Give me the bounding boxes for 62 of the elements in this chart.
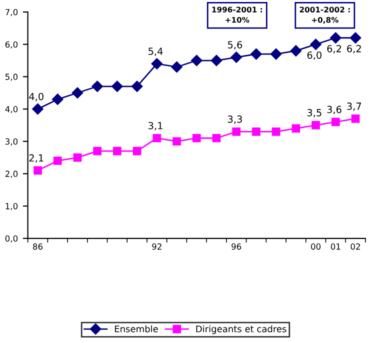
point [331,118,340,126]
point [53,156,62,165]
point [310,38,322,50]
point [93,146,102,156]
data-label: 3,1 [148,122,162,130]
point [191,54,202,66]
x-tick-label: 02 [350,243,360,250]
data-label: 3,3 [228,115,242,124]
point [290,45,302,56]
point [52,94,64,105]
point [212,134,221,142]
point [131,80,143,92]
x-tick-label: 86 [33,243,43,250]
x-tick-label: 00 [311,243,321,250]
data-label: 4,0 [29,92,44,102]
point [152,134,162,142]
data-label: 5,4 [148,48,163,56]
point [230,52,242,63]
y-tick-label: 1,0 [6,203,18,210]
point [350,32,362,44]
point [113,146,122,156]
point [252,127,260,136]
point [132,146,142,156]
point [32,103,44,115]
point [192,134,201,142]
x-tick-label: 01 [330,243,340,250]
point [270,48,282,60]
point [151,58,163,70]
data-label: 3,5 [307,109,322,118]
legend-label: Dirigeants et cadres [196,325,286,334]
point [292,124,300,133]
point [73,153,82,162]
legend-label: Ensemble [114,325,158,332]
y-tick-label: 6,0 [5,41,18,48]
data-label: 6,2 [347,44,361,54]
point [210,54,222,66]
data-label: 2,1 [29,154,44,163]
point [272,127,280,136]
point [330,32,342,44]
data-label: 6,0 [307,51,322,60]
y-tick-label: 2,0 [5,170,18,178]
y-tick-label: 4,0 [5,106,18,114]
data-label: 6,2 [327,44,342,54]
point [171,61,182,73]
point [34,166,42,175]
y-tick-label: 3,0 [5,138,18,146]
point [72,87,84,98]
x-tick-label: 96 [232,243,242,250]
data-label: 3,6 [327,106,342,114]
point [172,137,181,146]
point [250,48,262,60]
point [92,80,103,92]
data-label: 5,6 [228,41,242,50]
point [232,127,241,136]
x-tick-label: 92 [152,243,162,250]
point [112,80,123,92]
y-tick-label: 7,0 [6,8,18,16]
point [351,114,360,123]
point [312,121,320,130]
data-label: 3,7 [347,102,362,111]
y-tick-label: 0,0 [5,235,18,243]
y-tick-label: 5,0 [5,74,18,81]
